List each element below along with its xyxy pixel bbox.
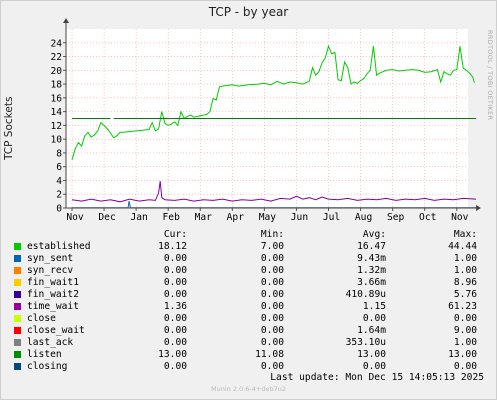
y-axis-arrow-icon bbox=[63, 18, 69, 23]
x-axis-arrow-icon bbox=[476, 205, 481, 211]
y-tick-label: 6 bbox=[56, 162, 62, 173]
y-tick-label: 16 bbox=[50, 93, 62, 104]
y-tick-label: 2 bbox=[56, 190, 62, 201]
x-tick-label: Apr bbox=[227, 212, 245, 223]
x-tick-label: Jul bbox=[323, 212, 340, 223]
y-tick-label: 0 bbox=[56, 204, 62, 215]
last-update: Last update: Mon Dec 15 14:05:13 2025 bbox=[270, 372, 484, 383]
y-tick-label: 10 bbox=[50, 135, 62, 146]
y-tick-label: 20 bbox=[50, 66, 62, 77]
x-tick-label: Nov bbox=[66, 212, 84, 223]
munin-footer: Munin 2.0.6-4+deb7u2 bbox=[211, 385, 286, 393]
y-tick-label: 18 bbox=[50, 80, 62, 91]
y-tick-label: 22 bbox=[50, 52, 62, 63]
x-tick-label: Mar bbox=[195, 212, 213, 223]
x-tick-label: May bbox=[259, 212, 277, 223]
x-tick-label: Jun bbox=[291, 212, 308, 223]
x-tick-label: Feb bbox=[163, 212, 181, 223]
y-tick-label: 14 bbox=[50, 107, 62, 118]
y-tick-label: 8 bbox=[56, 148, 62, 159]
x-tick-label: Dec bbox=[98, 212, 115, 223]
y-tick-label: 4 bbox=[56, 176, 62, 187]
y-tick-label: 12 bbox=[50, 121, 62, 132]
rrdtool-watermark: RRDTOOL / TOBI OETIKER bbox=[486, 30, 494, 121]
y-tick-label: 24 bbox=[50, 38, 62, 49]
x-tick-label: Nov bbox=[451, 212, 469, 223]
x-tick-label: Oct bbox=[419, 212, 436, 223]
x-tick-label: Aug bbox=[355, 212, 372, 223]
x-tick-label: Jan bbox=[130, 212, 147, 223]
x-tick-label: Sep bbox=[387, 212, 405, 223]
series-line-established bbox=[71, 44, 475, 160]
chart-title: TCP - by year bbox=[208, 5, 289, 19]
series-line-time-wait bbox=[71, 181, 477, 203]
